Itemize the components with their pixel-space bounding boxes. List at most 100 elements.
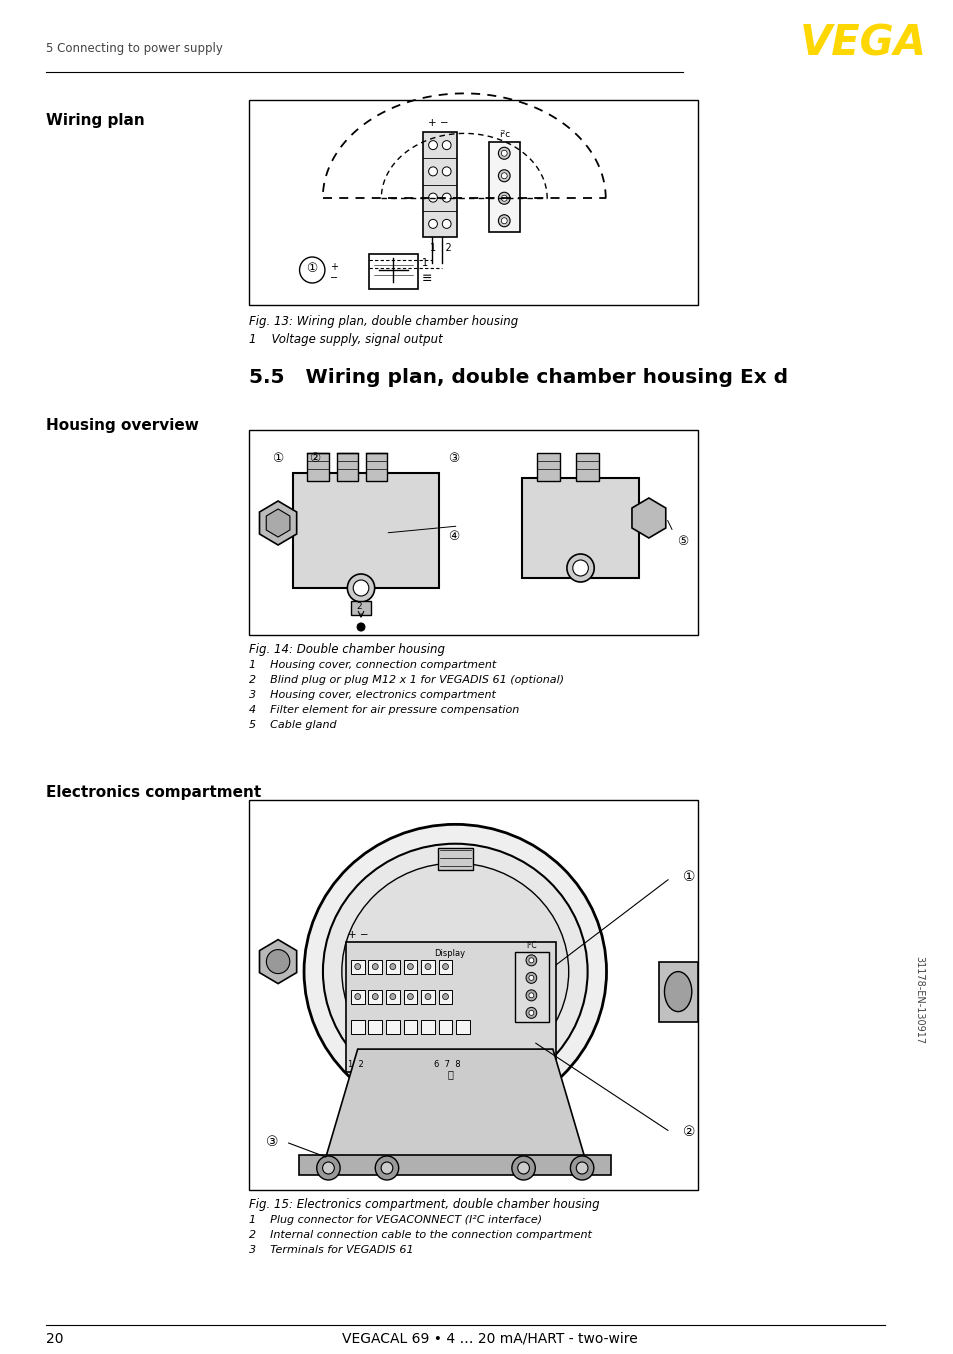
Text: Electronics compartment: Electronics compartment [46,785,261,800]
Bar [368,1020,382,1033]
Text: 4    Filter element for air pressure compensation: 4 Filter element for air pressure compen… [249,705,518,715]
Text: Housing overview: Housing overview [46,418,198,433]
Bar [351,990,364,1003]
Circle shape [570,1156,593,1179]
Text: ①: ① [273,452,283,464]
Text: 5    Cable gland: 5 Cable gland [249,720,336,730]
Bar [368,990,382,1003]
Circle shape [528,975,534,980]
Bar [293,473,438,588]
Text: ⏚: ⏚ [447,1070,453,1079]
Bar [336,454,357,481]
Bar [420,1020,435,1033]
Polygon shape [631,498,665,538]
Circle shape [497,169,510,181]
Circle shape [442,194,451,202]
Circle shape [425,964,431,969]
Polygon shape [259,501,296,546]
Text: ②: ② [682,1125,695,1139]
Text: 2: 2 [355,603,361,611]
Text: Fig. 13: Wiring plan, double chamber housing: Fig. 13: Wiring plan, double chamber hou… [249,315,517,328]
Circle shape [442,219,451,229]
Text: Fig. 15: Electronics compartment, double chamber housing: Fig. 15: Electronics compartment, double… [249,1198,598,1210]
Circle shape [501,218,507,223]
Circle shape [375,1156,398,1179]
Circle shape [501,195,507,202]
Bar [366,454,387,481]
Circle shape [572,561,588,575]
Circle shape [525,972,537,983]
Bar [575,454,598,481]
Text: + −: + − [428,118,448,129]
Bar [521,478,639,578]
Text: I²C: I²C [525,941,537,949]
Circle shape [501,150,507,156]
Text: ②: ② [309,452,320,464]
Bar [368,960,382,974]
Circle shape [425,994,431,999]
Bar [351,1020,364,1033]
Polygon shape [259,940,296,983]
Circle shape [428,141,437,150]
Circle shape [347,574,375,603]
Ellipse shape [664,972,691,1011]
Text: 3    Terminals for VEGADIS 61: 3 Terminals for VEGADIS 61 [249,1244,413,1255]
Bar [403,960,416,974]
Bar [403,990,416,1003]
Circle shape [525,990,537,1001]
Circle shape [528,992,534,998]
Circle shape [380,1162,393,1174]
Circle shape [428,194,437,202]
Circle shape [512,1156,535,1179]
Circle shape [316,1156,340,1179]
Circle shape [355,964,360,969]
Text: 1: 1 [421,259,427,268]
Text: VEGACAL 69 • 4 … 20 mA/HART - two-wire: VEGACAL 69 • 4 … 20 mA/HART - two-wire [341,1332,637,1346]
Bar [299,1155,611,1175]
Bar [403,1020,416,1033]
Bar [386,990,399,1003]
Bar [249,800,697,1190]
Circle shape [528,957,534,963]
Bar [307,454,329,481]
Text: 6  7  8: 6 7 8 [434,1060,460,1068]
Circle shape [442,994,448,999]
Text: +: + [330,263,337,272]
Text: −: − [330,274,337,283]
Circle shape [299,257,325,283]
Circle shape [525,1007,537,1018]
Circle shape [266,949,290,974]
Ellipse shape [304,825,606,1118]
Text: 1  2: 1 2 [348,1060,363,1068]
Text: VEGA: VEGA [800,23,926,65]
Text: 2    Internal connection cable to the connection compartment: 2 Internal connection cable to the conne… [249,1229,591,1240]
Circle shape [428,167,437,176]
Bar [249,100,697,305]
Circle shape [355,994,360,999]
Circle shape [356,623,365,631]
Bar [369,255,417,288]
Bar [351,960,364,974]
Bar [438,960,452,974]
Text: 3    Housing cover, electronics compartment: 3 Housing cover, electronics compartment [249,691,496,700]
Text: ⑤: ⑤ [677,535,688,548]
Text: 1   2: 1 2 [430,242,452,253]
Bar [515,952,548,1022]
Circle shape [428,219,437,229]
Text: ③: ③ [266,1135,278,1150]
Bar [423,131,456,237]
Circle shape [501,173,507,179]
Text: 1    Housing cover, connection compartment: 1 Housing cover, connection compartment [249,659,496,670]
Ellipse shape [323,844,587,1099]
Bar [488,142,519,232]
Bar [537,454,559,481]
Circle shape [390,994,395,999]
Bar [351,601,371,615]
Text: 5 Connecting to power supply: 5 Connecting to power supply [46,42,222,56]
Text: ①: ① [306,263,317,275]
Text: 1    Plug connector for VEGACONNECT (I²C interface): 1 Plug connector for VEGACONNECT (I²C in… [249,1215,541,1225]
Text: ①: ① [682,871,695,884]
Circle shape [322,1162,334,1174]
Text: 2    Blind plug or plug M12 x 1 for VEGADIS 61 (optional): 2 Blind plug or plug M12 x 1 for VEGADIS… [249,676,563,685]
Bar [456,1020,470,1033]
